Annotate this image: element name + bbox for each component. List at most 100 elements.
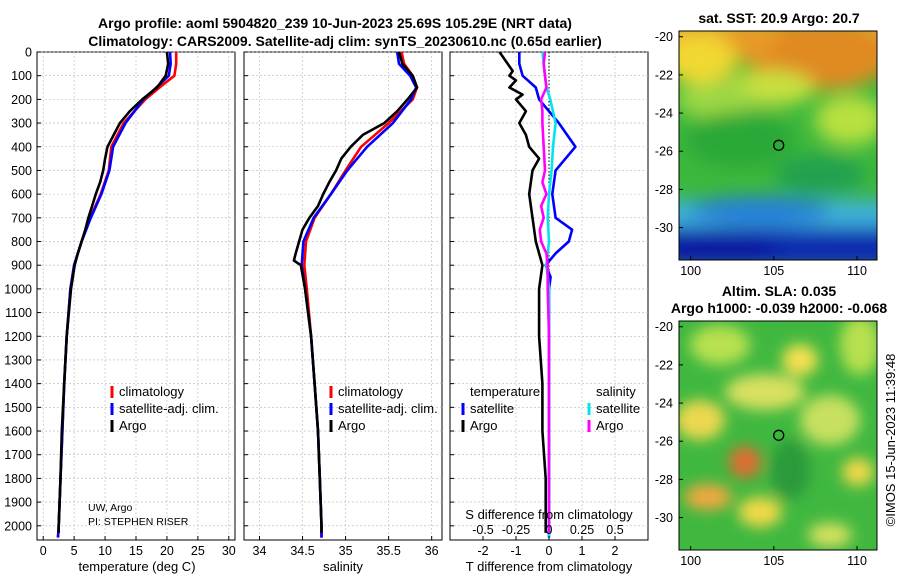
y-tick-label: 1600 [4,425,32,439]
sst-map-frame [678,30,878,261]
map-y-tick-label: -20 [655,320,673,334]
map-x-tick-label: 100 [680,264,701,278]
map-y-tick-label: -28 [655,473,673,487]
map-x-tick-label: 105 [763,554,784,568]
x-tick-label: 35.5 [376,544,400,558]
t-tick-label: 0 [546,544,553,558]
y-tick-label: 0 [25,46,32,60]
y-tick-label: 2000 [4,519,32,533]
x-tick-label: 35 [339,544,353,558]
sst-map-title: sat. SST: 20.9 Argo: 20.7 [698,10,860,26]
map-y-tick-label: -30 [655,511,673,525]
y-tick-label: 1500 [4,401,32,415]
legend-argo-label: Argo [119,418,146,433]
sst-heatmap [679,31,877,260]
map-x-tick-label: 100 [680,554,701,568]
x-tick-label: 30 [222,544,236,558]
t-tick-label: 2 [612,544,619,558]
y-tick-label: 100 [11,69,32,83]
y-tick-label: 400 [11,140,32,154]
legend-argo-label: Argo [338,418,365,433]
series-argo [57,51,170,533]
salinity-legend: climatology satellite-adj. clim. Argo [329,384,438,433]
x-tick-label: 15 [129,544,143,558]
x-tick-label: 5 [71,544,78,558]
y-tick-label: 1200 [4,330,32,344]
series-argo [292,51,419,533]
credit-line2: PI: STEPHEN RISER [88,516,189,528]
y-tick-label: 1100 [5,306,32,320]
sla-heatmap [679,321,877,550]
y-tick-label: 500 [11,164,32,178]
t-difference-xlabel: T difference from climatology [466,559,633,574]
map-x-tick-label: 105 [763,264,784,278]
figure-title-line1: Argo profile: aoml 5904820_239 10-Jun-20… [98,15,572,31]
map-y-tick-label: -26 [655,435,673,449]
s-difference-xlabel: S difference from climatology [465,507,633,522]
y-tick-label: 1700 [4,448,32,462]
legend-satellite-label: satellite-adj. clim. [119,401,219,416]
credit-line1: UW, Argo [88,502,133,514]
s-tick-label: 0.5 [606,523,623,537]
x-tick-label: 20 [160,544,174,558]
legend-temperature-header: temperature [470,384,540,399]
x-tick-label: 36 [425,544,439,558]
t-tick-label: -1 [510,544,521,558]
sst-argo-position-marker [773,139,785,151]
map-y-tick-label: -22 [655,68,673,82]
x-tick-label: 34.5 [290,544,314,558]
map-y-tick-label: -22 [655,358,673,372]
temperature-xlabel: temperature (deg C) [78,559,195,574]
y-tick-label: 1900 [4,496,32,510]
y-tick-label: 600 [11,188,32,202]
sla-argo-position-marker [773,429,785,441]
t-tick-label: 1 [579,544,586,558]
map-y-tick-label: -28 [655,183,673,197]
sla-map-frame [678,320,878,551]
salinity-panel: 34 34.5 35 35.5 36 salinity climatology sate… [243,51,443,574]
s-tick-label: 0 [546,523,553,537]
legend-salinity-header: salinity [596,384,636,399]
x-tick-label: 34 [253,544,267,558]
y-tick-label: 1300 [4,353,32,367]
salinity-axes [243,51,443,541]
y-tick-label: 900 [11,259,32,273]
difference-legend: temperature salinity satellite Argo sate… [461,384,640,433]
series-temperature-argo [498,51,548,533]
legend-climatology-label: climatology [119,384,185,399]
legend-t-argo-label: Argo [470,418,497,433]
sla-map-subtitle: Argo h1000: -0.039 h2000: -0.068 [671,300,888,316]
map-y-tick-label: -24 [655,107,673,121]
t-tick-label: -2 [477,544,488,558]
map-x-tick-label: 110 [847,264,867,278]
legend-s-satellite-label: satellite [596,401,640,416]
watermark: ©IMOS 15-Jun-2023 11:39:48 [883,354,898,527]
legend-climatology-label: climatology [338,384,404,399]
sst-map-panel: sat. SST: 20.9 Argo: 20.7 100 105 110 -20 [655,10,878,278]
x-tick-label: 25 [191,544,205,558]
legend-s-argo-label: Argo [596,418,623,433]
sla-map-panel: Altim. SLA: 0.035 Argo h1000: -0.039 h20… [655,283,887,568]
temperature-legend: climatology satellite-adj. clim. Argo [110,384,219,433]
y-tick-label: 1800 [4,472,32,486]
sla-map-title: Altim. SLA: 0.035 [722,283,837,299]
map-y-tick-label: -30 [655,221,673,235]
s-tick-label: -0.25 [502,523,531,537]
salinity-xlabel: salinity [323,559,363,574]
figure-title-line2: Climatology: CARS2009. Satellite-adj cli… [88,33,602,49]
map-y-tick-label: -26 [655,145,673,159]
temperature-panel: 0 5 10 15 20 25 300100200300400500600700800900… [4,46,236,575]
y-tick-label: 1000 [4,282,32,296]
y-tick-label: 1400 [4,377,32,391]
legend-t-satellite-label: satellite [470,401,514,416]
map-y-tick-label: -24 [655,397,673,411]
x-tick-label: 0 [40,544,47,558]
legend-satellite-label: satellite-adj. clim. [338,401,438,416]
s-tick-label: -0.5 [472,523,494,537]
y-tick-label: 300 [11,117,32,131]
map-y-tick-label: -20 [655,30,673,44]
difference-panel: -2 -1 0 1 2 -0.5 -0.25 0 0.25 0.5 S difference fr… [449,51,649,574]
y-tick-label: 700 [11,211,32,225]
series-salinity-argo [538,51,551,533]
